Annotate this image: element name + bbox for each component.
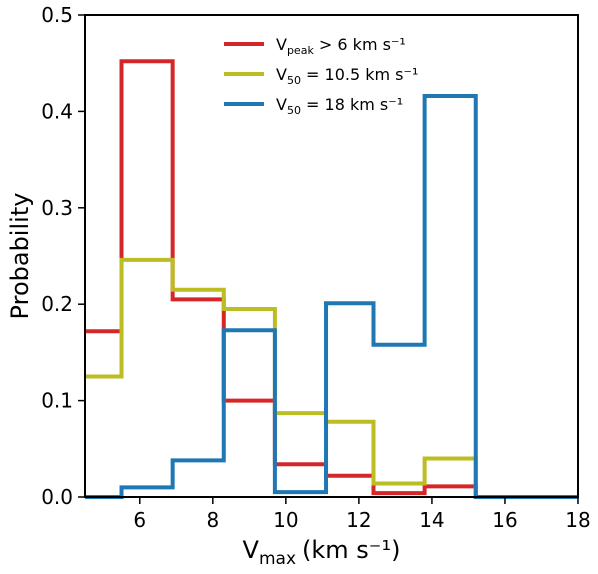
y-tick-label: 0.3 [41, 196, 73, 220]
y-tick-label: 0.2 [41, 292, 73, 316]
legend-label-0: Vpeak > 6 km s⁻¹ [276, 35, 406, 57]
x-tick-label: 8 [206, 508, 219, 532]
x-tick-label: 12 [346, 508, 371, 532]
legend-label-1: V50 = 10.5 km s⁻¹ [276, 65, 418, 87]
x-tick-label: 6 [133, 508, 146, 532]
x-axis-title: Vmax (km s⁻¹) [243, 536, 401, 569]
ticks-layer: 6 8 10 12 14 16 18 0.0 0.1 0.2 0.3 0.4 0.5 [41, 3, 591, 532]
x-tick-label: 14 [419, 508, 444, 532]
x-tick-label: 18 [565, 508, 590, 532]
series-2-step-line [85, 93, 578, 499]
series-layer [85, 59, 578, 499]
x-axis-title-unit: (km s⁻¹) [302, 536, 400, 564]
plot-frame [84, 14, 579, 498]
series-0-step-line [85, 59, 578, 499]
x-tick-label: 10 [273, 508, 298, 532]
series-1-step-line [85, 257, 578, 499]
y-tick-label: 0.4 [41, 99, 73, 123]
legend: Vpeak > 6 km s⁻¹ V50 = 10.5 km s⁻¹ V50 = 1… [224, 35, 418, 117]
legend-label-2: V50 = 18 km s⁻¹ [276, 95, 403, 117]
x-tick-label: 16 [492, 508, 517, 532]
x-axis-title-sub: max [259, 549, 296, 569]
y-tick-label: 0.0 [41, 485, 73, 509]
x-axis-title-main: V [243, 536, 260, 564]
y-axis-title: Probability [6, 193, 34, 320]
y-tick-label: 0.1 [41, 389, 73, 413]
y-tick-label: 0.5 [41, 3, 73, 27]
